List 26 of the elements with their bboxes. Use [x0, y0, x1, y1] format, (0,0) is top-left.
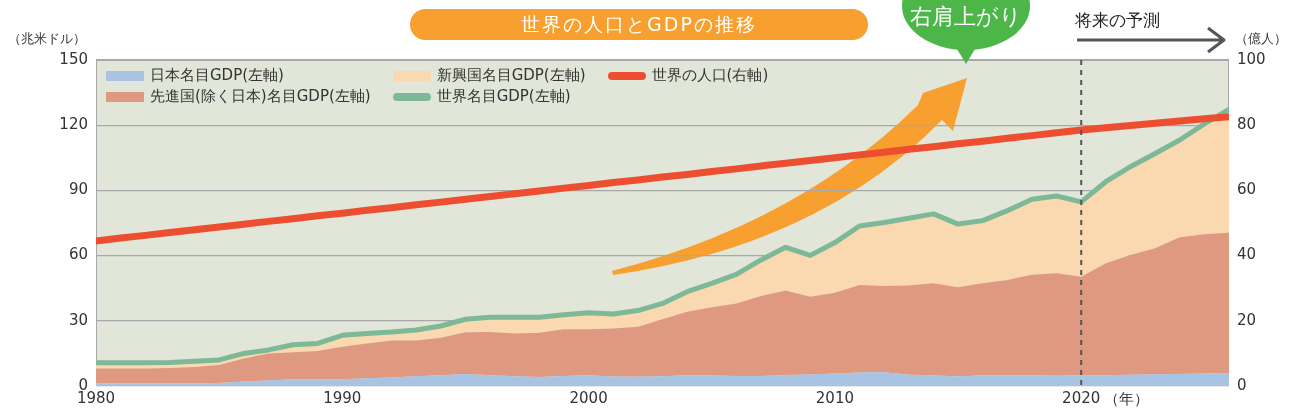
y-tick-label: 30 [68, 310, 88, 329]
y-tick-label: 90 [68, 180, 88, 199]
y2-tick-label: 80 [1237, 115, 1257, 134]
x-tick-label: 1990 [323, 388, 362, 407]
x-tick-label: 2020 [1062, 388, 1101, 407]
y-tick-label: 120 [59, 115, 88, 134]
x-tick-label: 2000 [569, 388, 608, 407]
y2-tick-label: 0 [1237, 375, 1247, 394]
x-tick-label: 2010 [815, 388, 855, 407]
y-tick-label: 150 [59, 49, 88, 68]
y2-tick-label: 40 [1237, 245, 1257, 264]
text: 将来の予測 [1075, 9, 1160, 32]
y-tick-label: 60 [68, 245, 88, 264]
legend-label: 世界名目GDP(左軸) [436, 87, 571, 106]
legend-label: 先進国(除く日本)名目GDP(左軸) [150, 87, 371, 106]
y2-tick-label: 20 [1237, 310, 1257, 329]
y2-tick-label: 60 [1237, 180, 1257, 199]
chart-title: 世界の人口とGDPの推移 [410, 9, 868, 40]
legend-label: 新興国名目GDP(左軸) [436, 66, 586, 85]
y-axis-title: （兆米ドル） [8, 30, 86, 48]
legend-label: 日本名目GDP(左軸) [150, 66, 284, 85]
text: 右肩上がり [909, 3, 1023, 31]
y2-axis-title: （億人） [1235, 30, 1287, 48]
x-axis-title: （年） [1104, 390, 1150, 409]
legend-label: 世界の人口(右軸) [651, 66, 769, 85]
y2-tick-label: 100 [1237, 49, 1266, 68]
